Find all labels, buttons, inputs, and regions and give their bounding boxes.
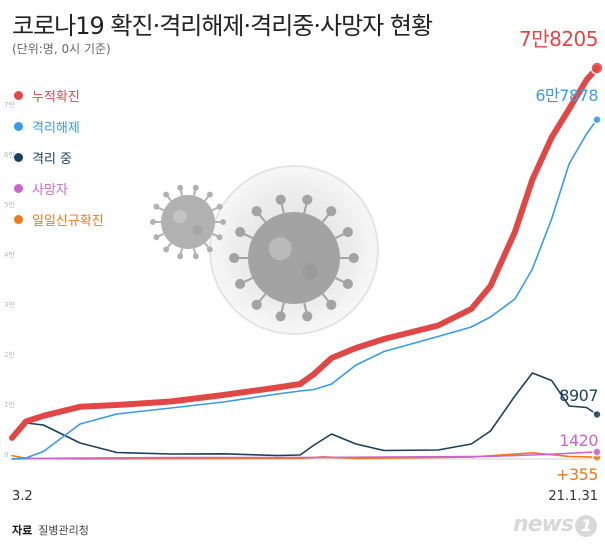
series-line bbox=[11, 118, 598, 460]
series-line bbox=[11, 372, 598, 457]
legend-label: 사망자 bbox=[32, 183, 68, 198]
source-label: 자료 bbox=[12, 524, 33, 537]
y-tick-label: 6만 bbox=[4, 150, 15, 159]
virus-big-icon bbox=[229, 194, 359, 322]
series-line bbox=[9, 65, 600, 441]
page-title: 코로나19 확진·격리해제·격리중·사망자 현황 bbox=[12, 12, 433, 40]
virus-small-icon bbox=[149, 184, 227, 260]
series-end-point bbox=[592, 114, 602, 125]
legend-swatch bbox=[14, 184, 23, 193]
legend: 누적확진 격리해제 격리 중 사망자 일일신규확진 bbox=[14, 80, 104, 235]
series-end-label: 7만8205 bbox=[519, 27, 598, 51]
y-tick-label: 7만 bbox=[4, 100, 15, 109]
legend-swatch bbox=[14, 153, 23, 162]
virus-illustration bbox=[149, 165, 379, 335]
legend-label: 누적확진 bbox=[32, 90, 80, 105]
y-tick-label: 2만 bbox=[4, 350, 15, 359]
legend-swatch bbox=[14, 91, 23, 100]
logo-mark: 1 bbox=[575, 515, 597, 537]
logo-text: news bbox=[512, 512, 574, 537]
x-start-label: 3.2 bbox=[12, 489, 33, 504]
series-end-label: 1420 bbox=[559, 431, 598, 450]
series-end-point bbox=[592, 447, 602, 457]
legend-item-daily: 일일신규확진 bbox=[14, 204, 104, 235]
y-tick-label: 3만 bbox=[4, 300, 15, 309]
series-layer bbox=[9, 61, 604, 462]
legend-item-deaths: 사망자 bbox=[14, 173, 104, 204]
legend-item-released: 격리해제 bbox=[14, 111, 104, 142]
legend-swatch bbox=[14, 215, 23, 224]
legend-item-cumulative: 누적확진 bbox=[14, 80, 104, 111]
news1-logo: news 1 bbox=[513, 512, 597, 537]
y-axis-ticks: 0 1만 2만 3만 4만 5만 6만 7만 bbox=[4, 100, 15, 459]
source-text: 질병관리청 bbox=[38, 524, 89, 537]
y-tick-label: 1만 bbox=[4, 400, 15, 409]
x-end-label: 21.1.31 bbox=[548, 489, 598, 504]
page-subtitle: (단위:명, 0시 기준) bbox=[12, 42, 111, 56]
source-note: 자료 질병관리청 bbox=[12, 522, 89, 538]
legend-label: 일일신규확진 bbox=[32, 214, 104, 229]
series-end-label: +355 bbox=[556, 465, 598, 484]
y-tick-label: 4만 bbox=[4, 250, 15, 259]
legend-label: 격리해제 bbox=[32, 121, 80, 136]
end-labels: 7만8205 6만7878 8907 1420 +355 bbox=[519, 27, 599, 484]
y-tick-label: 5만 bbox=[4, 200, 15, 209]
series-end-point bbox=[592, 409, 602, 420]
legend-swatch bbox=[14, 122, 23, 131]
series-end-label: 6만7878 bbox=[535, 86, 598, 105]
series-end-label: 8907 bbox=[559, 386, 598, 405]
legend-item-isolated: 격리 중 bbox=[14, 142, 104, 173]
series-line bbox=[11, 451, 598, 460]
series-end-point bbox=[590, 61, 604, 75]
y-tick-label: 0 bbox=[4, 451, 8, 459]
legend-label: 격리 중 bbox=[32, 152, 73, 167]
